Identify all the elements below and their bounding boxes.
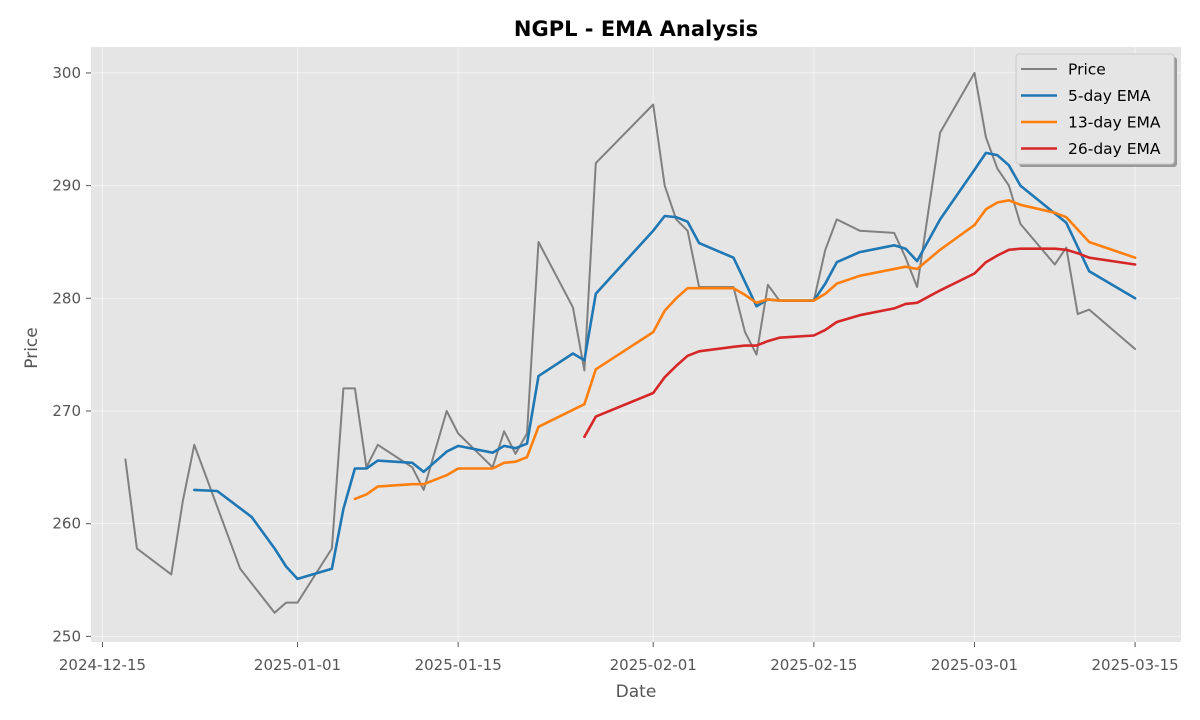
series-line-5-day-ema <box>193 151 1137 581</box>
x-tick-label: 2025-02-15 <box>770 656 857 674</box>
legend-items: Price 5-day EMA 13-day EMA 26-day EMA <box>1021 61 1161 158</box>
y-axis-label: Price <box>22 327 42 368</box>
x-tick-label: 2024-12-15 <box>59 656 146 674</box>
legend-label: 13-day EMA <box>1068 114 1161 132</box>
series-lines <box>124 71 1137 614</box>
x-axis-ticks: 2024-12-15 2025-01-01 2025-01-15 2025-02-01… <box>59 642 1179 674</box>
x-tick-label: 2025-02-01 <box>610 656 697 674</box>
series-line-26-day-ema <box>583 247 1137 439</box>
grid-lines <box>91 47 1181 642</box>
y-tick-label: 260 <box>52 515 81 533</box>
legend-label: Price <box>1068 61 1106 79</box>
y-tick-label: 290 <box>52 177 81 195</box>
y-tick-label: 300 <box>52 64 81 82</box>
chart-title: NGPL - EMA Analysis <box>514 17 758 41</box>
legend-label: 5-day EMA <box>1068 87 1151 105</box>
x-axis-label: Date <box>616 682 657 702</box>
series-line-price <box>124 71 1137 614</box>
y-axis-ticks: 250 260 270 280 290 300 <box>52 64 91 645</box>
x-tick-label: 2025-03-15 <box>1092 656 1179 674</box>
y-tick-label: 250 <box>52 627 81 645</box>
y-tick-label: 270 <box>52 402 81 420</box>
x-tick-label: 2025-01-01 <box>254 656 341 674</box>
legend-box <box>1015 53 1175 165</box>
x-tick-label: 2025-01-15 <box>415 656 502 674</box>
series-line-13-day-ema <box>353 199 1137 501</box>
legend: Price 5-day EMA 13-day EMA 26-day EMA <box>1015 53 1177 167</box>
y-tick-label: 280 <box>52 289 81 307</box>
legend-label: 26-day EMA <box>1068 140 1161 158</box>
x-tick-label: 2025-03-01 <box>931 656 1018 674</box>
